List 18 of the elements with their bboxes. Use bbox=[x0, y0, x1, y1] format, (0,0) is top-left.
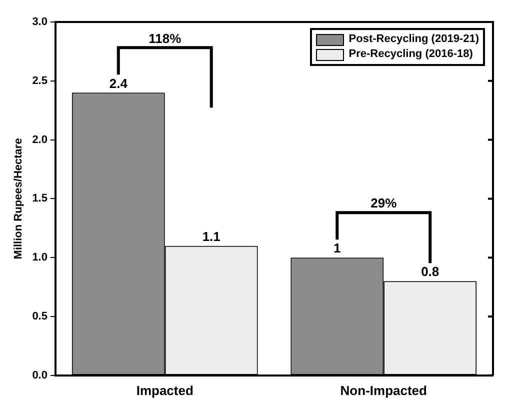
data-label: 1 bbox=[334, 240, 341, 256]
annotation: 118% bbox=[148, 30, 182, 46]
y-tick-label: 3.0 bbox=[32, 16, 48, 28]
y-axis-title: Million Rupees/Hectare bbox=[12, 138, 25, 260]
x-tick-label: Non-Impacted bbox=[340, 382, 428, 398]
legend-label: Pre-Recycling (2016-18) bbox=[348, 47, 473, 62]
annotation: 29% bbox=[370, 196, 398, 211]
y-tick-label: 2.5 bbox=[32, 74, 48, 87]
y-tick-label: 0.0 bbox=[32, 369, 48, 382]
x-tick-label: Impacted bbox=[136, 382, 194, 398]
legend-label: Post-Recycling (2019-21) bbox=[348, 32, 479, 47]
data-label: 1.1 bbox=[202, 228, 220, 244]
data-label: 0.8 bbox=[421, 264, 440, 280]
y-tick-label: 1.0 bbox=[32, 252, 48, 264]
data-label: 2.4 bbox=[109, 76, 128, 91]
y-tick-label: 0.5 bbox=[32, 310, 48, 323]
y-tick-label: 2.0 bbox=[32, 134, 48, 146]
y-tick-label: 1.5 bbox=[32, 192, 48, 205]
